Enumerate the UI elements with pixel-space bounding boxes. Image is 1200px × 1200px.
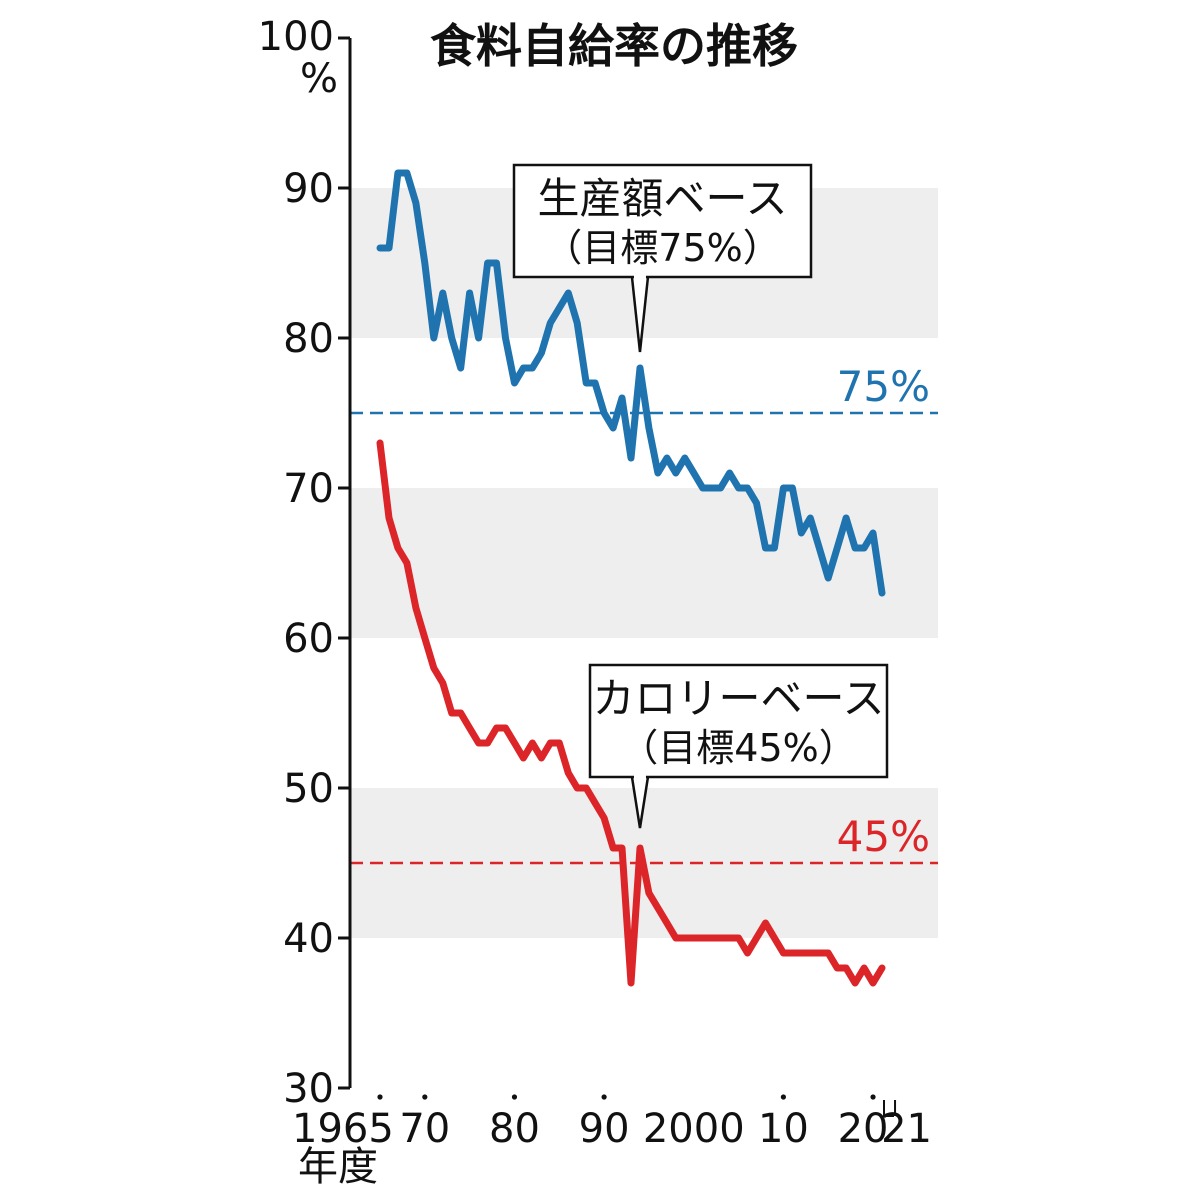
band-1 bbox=[350, 488, 938, 638]
production-callout-target: （目標75%） bbox=[544, 226, 780, 270]
x-tick-mark-1980 bbox=[511, 1094, 518, 1100]
x-tick-label-1970: 70 bbox=[399, 1106, 450, 1152]
y-tick-label-100: 100 bbox=[258, 14, 334, 60]
x-tick-mark-1965 bbox=[377, 1094, 383, 1100]
calorie-callout-target: （目標45%） bbox=[620, 726, 856, 770]
target-lines: 75% 45% bbox=[350, 362, 938, 865]
chart-title: 食料自給率の推移 bbox=[430, 19, 798, 73]
y-tick-label-60: 60 bbox=[283, 616, 334, 662]
x-tick-bracket-2020-2021 bbox=[883, 1100, 897, 1117]
y-tick-label-90: 90 bbox=[283, 166, 334, 212]
production-callout-title: 生産額ベース bbox=[538, 174, 788, 223]
calorie-callout-seam bbox=[633, 775, 646, 779]
callouts: 生産額ベース（目標75%） カロリーベース（目標45%） bbox=[512, 163, 889, 829]
y-tick-label-80: 80 bbox=[283, 316, 334, 362]
production-callout-pointer bbox=[630, 276, 650, 353]
background-bands bbox=[350, 188, 938, 938]
production-callout-box bbox=[512, 163, 813, 279]
y-axis-unit: % bbox=[300, 56, 338, 102]
x-tick-mark-2010 bbox=[780, 1094, 786, 1100]
x-axis-unit: 年度 bbox=[298, 1144, 378, 1190]
y-tick-label-70: 70 bbox=[283, 466, 334, 512]
x-tick-label-2000: 2000 bbox=[643, 1106, 745, 1152]
y-tick-label-50: 50 bbox=[283, 766, 334, 812]
calorie-callout-title: カロリーベース bbox=[593, 674, 885, 723]
series-lines bbox=[376, 169, 886, 987]
y-tick-label-40: 40 bbox=[283, 916, 334, 962]
production-series-line bbox=[376, 169, 886, 597]
x-tick-label-2021: 21 bbox=[881, 1106, 932, 1152]
x-tick-label-2010: 10 bbox=[758, 1106, 809, 1152]
x-tick-label-1990: 90 bbox=[579, 1106, 630, 1152]
x-tick-label-1965: 1965 bbox=[292, 1106, 394, 1152]
x-tick-mark-1970 bbox=[422, 1094, 428, 1100]
calorie-callout-pointer bbox=[630, 776, 650, 829]
calorie-series-line bbox=[376, 439, 886, 987]
x-tick-label-1980: 80 bbox=[489, 1106, 540, 1152]
y-tick-label-30: 30 bbox=[283, 1066, 334, 1112]
calorie-callout-box bbox=[588, 663, 889, 779]
x-tick-mark-2020 bbox=[870, 1094, 876, 1100]
production-target-label: 75% bbox=[837, 362, 930, 411]
calorie-target-label: 45% bbox=[837, 812, 930, 861]
x-tick-label-2020: 20 bbox=[838, 1106, 889, 1152]
production-callout-seam bbox=[633, 275, 646, 279]
x-tick-mark-1990 bbox=[601, 1094, 607, 1100]
